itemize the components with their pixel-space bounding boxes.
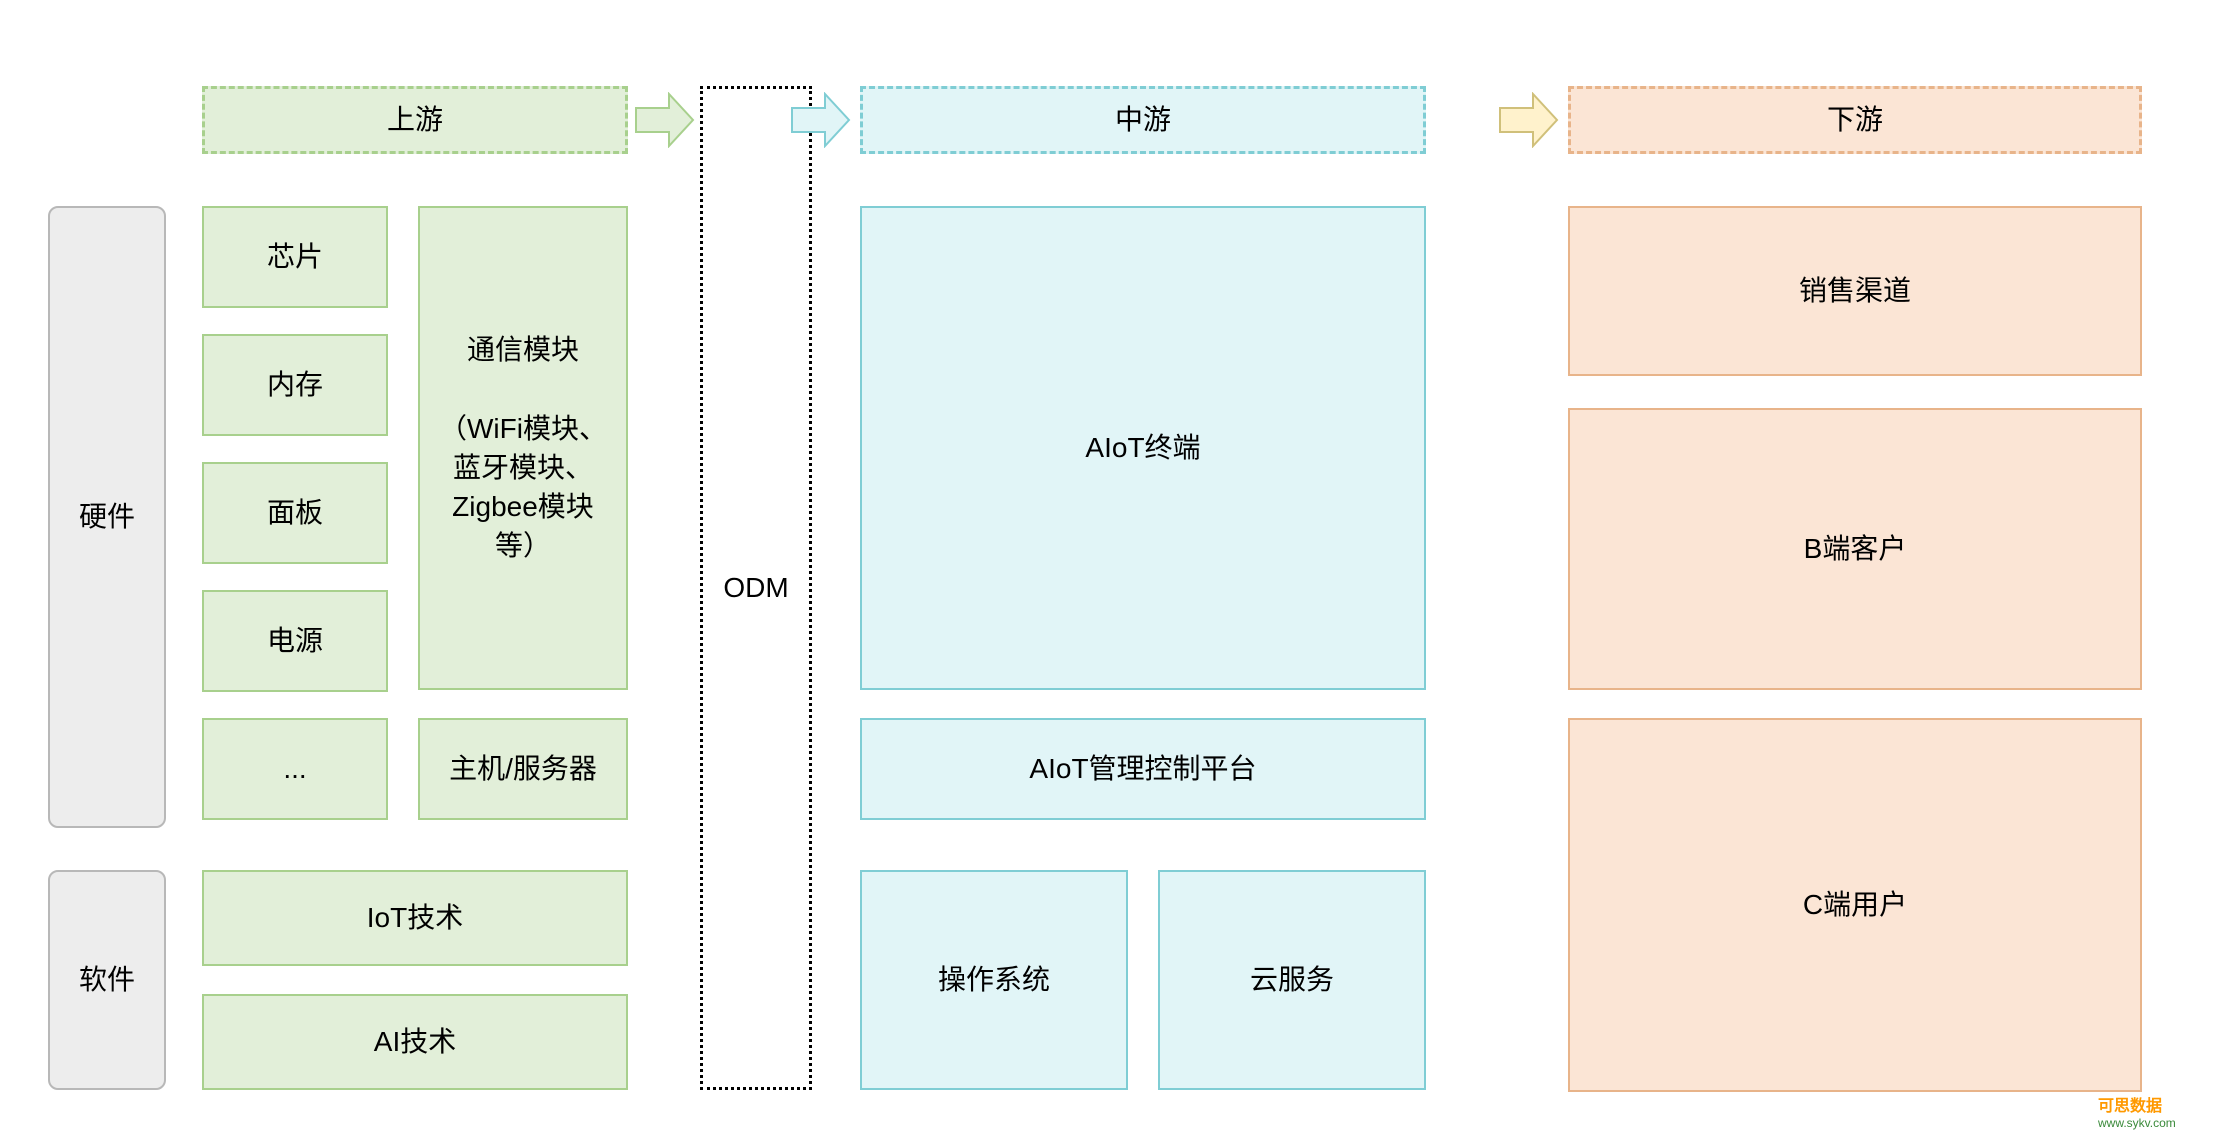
box-comm-module-label: 通信模块 （WiFi模块、 蓝牙模块、 Zigbee模块 等） <box>439 330 607 565</box>
box-comm-module: 通信模块 （WiFi模块、 蓝牙模块、 Zigbee模块 等） <box>418 206 628 690</box>
category-software-label: 软件 <box>79 960 135 999</box>
category-hardware: 硬件 <box>48 206 166 828</box>
arrow-yellow <box>1498 92 1560 148</box>
arrow-blue <box>790 92 852 148</box>
header-downstream: 下游 <box>1568 86 2142 154</box>
header-upstream: 上游 <box>202 86 628 154</box>
category-hardware-label: 硬件 <box>79 497 135 536</box>
box-sales: 销售渠道 <box>1568 206 2142 376</box>
box-chip: 芯片 <box>202 206 388 308</box>
category-software: 软件 <box>48 870 166 1090</box>
box-chip-label: 芯片 <box>267 237 323 276</box>
header-upstream-label: 上游 <box>387 100 443 139</box>
box-odm: ODM <box>700 86 812 1090</box>
box-iot-tech: IoT技术 <box>202 870 628 966</box>
box-b-customer: B端客户 <box>1568 408 2142 690</box>
box-power: 电源 <box>202 590 388 692</box>
box-aiot-terminal: AIoT终端 <box>860 206 1426 690</box>
box-aiot-platform-label: AIoT管理控制平台 <box>1029 749 1256 788</box>
box-panel-label: 面板 <box>267 493 323 532</box>
box-odm-label: ODM <box>723 568 788 607</box>
watermark-line2: www.sykv.com <box>2098 1116 2176 1130</box>
box-ai-tech-label: AI技术 <box>374 1022 456 1061</box>
box-sales-label: 销售渠道 <box>1799 271 1911 310</box>
box-memory-label: 内存 <box>267 365 323 404</box>
header-downstream-label: 下游 <box>1827 100 1883 139</box>
arrow-green <box>634 92 696 148</box>
box-cloud: 云服务 <box>1158 870 1426 1090</box>
box-memory: 内存 <box>202 334 388 436</box>
watermark: 可思数据 www.sykv.com <box>2098 1092 2176 1130</box>
box-c-user: C端用户 <box>1568 718 2142 1092</box>
box-b-customer-label: B端客户 <box>1804 529 1907 568</box>
watermark-line1: 可思数据 <box>2098 1092 2176 1116</box>
header-midstream: 中游 <box>860 86 1426 154</box>
box-host-server: 主机/服务器 <box>418 718 628 820</box>
box-c-user-label: C端用户 <box>1803 885 1907 924</box>
box-more-label: ... <box>283 749 306 788</box>
box-panel: 面板 <box>202 462 388 564</box>
box-aiot-platform: AIoT管理控制平台 <box>860 718 1426 820</box>
box-power-label: 电源 <box>267 621 323 660</box>
box-host-server-label: 主机/服务器 <box>449 749 597 788</box>
box-aiot-terminal-label: AIoT终端 <box>1085 428 1200 467</box>
box-os-label: 操作系统 <box>938 960 1050 999</box>
box-ai-tech: AI技术 <box>202 994 628 1090</box>
box-cloud-label: 云服务 <box>1250 960 1334 999</box>
box-os: 操作系统 <box>860 870 1128 1090</box>
box-iot-tech-label: IoT技术 <box>367 898 463 937</box>
header-midstream-label: 中游 <box>1115 100 1171 139</box>
box-more: ... <box>202 718 388 820</box>
